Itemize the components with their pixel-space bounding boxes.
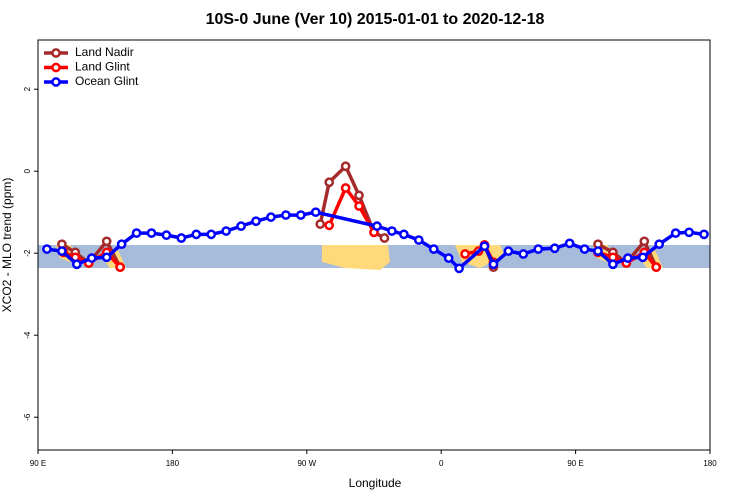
point — [454, 263, 464, 274]
point — [146, 228, 157, 238]
point — [651, 262, 662, 272]
point — [221, 226, 232, 236]
point — [324, 220, 335, 231]
point — [101, 252, 112, 263]
point — [518, 249, 529, 259]
point — [42, 244, 52, 254]
point — [372, 221, 382, 231]
point — [236, 221, 246, 231]
point — [266, 212, 276, 222]
x-tick-label: 90 W — [297, 459, 316, 468]
point — [623, 253, 633, 263]
point — [533, 244, 544, 254]
legend-label: Land Glint — [75, 60, 130, 74]
point — [315, 219, 326, 229]
point — [176, 233, 187, 243]
point — [324, 177, 335, 188]
point — [608, 259, 618, 270]
point — [639, 236, 650, 247]
point — [413, 235, 424, 245]
point — [115, 262, 125, 272]
point — [206, 229, 217, 240]
point — [379, 233, 390, 243]
point — [428, 244, 439, 254]
point — [637, 252, 648, 263]
plot-frame — [37, 39, 711, 451]
x-axis-label: Longitude — [349, 476, 402, 490]
point — [354, 190, 364, 201]
x-tick-label: 180 — [703, 459, 717, 468]
y-axis-label: XCO2 - MLO trend (ppm) — [0, 178, 14, 313]
point — [503, 246, 514, 256]
point — [131, 228, 142, 238]
point — [310, 207, 321, 218]
point — [354, 201, 364, 211]
y-tick-label: -2 — [23, 249, 32, 257]
point — [654, 239, 665, 250]
point — [684, 227, 694, 238]
point — [399, 229, 409, 240]
point — [57, 246, 67, 256]
point — [443, 253, 454, 263]
point — [699, 229, 709, 240]
point — [295, 210, 306, 220]
y-tick-label: -4 — [23, 331, 32, 339]
point — [460, 249, 470, 259]
x-tick-label: 180 — [166, 459, 180, 468]
y-tick-label: 2 — [23, 86, 32, 91]
legend-marker — [51, 62, 61, 73]
y-tick-label: -6 — [23, 413, 32, 421]
point — [479, 241, 490, 252]
point — [191, 229, 202, 240]
point — [251, 216, 261, 227]
point — [101, 236, 112, 247]
point — [161, 230, 172, 241]
land — [322, 245, 390, 270]
point — [564, 238, 575, 249]
point — [340, 183, 351, 193]
point — [549, 243, 560, 254]
x-tick-label: 0 — [439, 459, 444, 468]
legend-label: Ocean Glint — [75, 74, 139, 88]
point — [593, 246, 603, 256]
legend-label: Land Nadir — [75, 45, 134, 59]
legend-marker — [51, 48, 61, 58]
point — [579, 244, 590, 254]
point — [387, 226, 397, 236]
x-tick-label: 90 E — [30, 459, 46, 468]
legend-marker — [51, 77, 61, 87]
point — [86, 253, 97, 263]
chart-title: 10S-0 June (Ver 10) 2015-01-01 to 2020-1… — [206, 11, 545, 28]
y-tick-label: 0 — [23, 168, 32, 173]
x-tick-label: 90 E — [567, 459, 583, 468]
point — [281, 210, 291, 220]
point — [340, 161, 351, 172]
point — [488, 259, 499, 270]
point — [116, 239, 127, 250]
point — [670, 228, 681, 238]
point — [71, 259, 82, 270]
